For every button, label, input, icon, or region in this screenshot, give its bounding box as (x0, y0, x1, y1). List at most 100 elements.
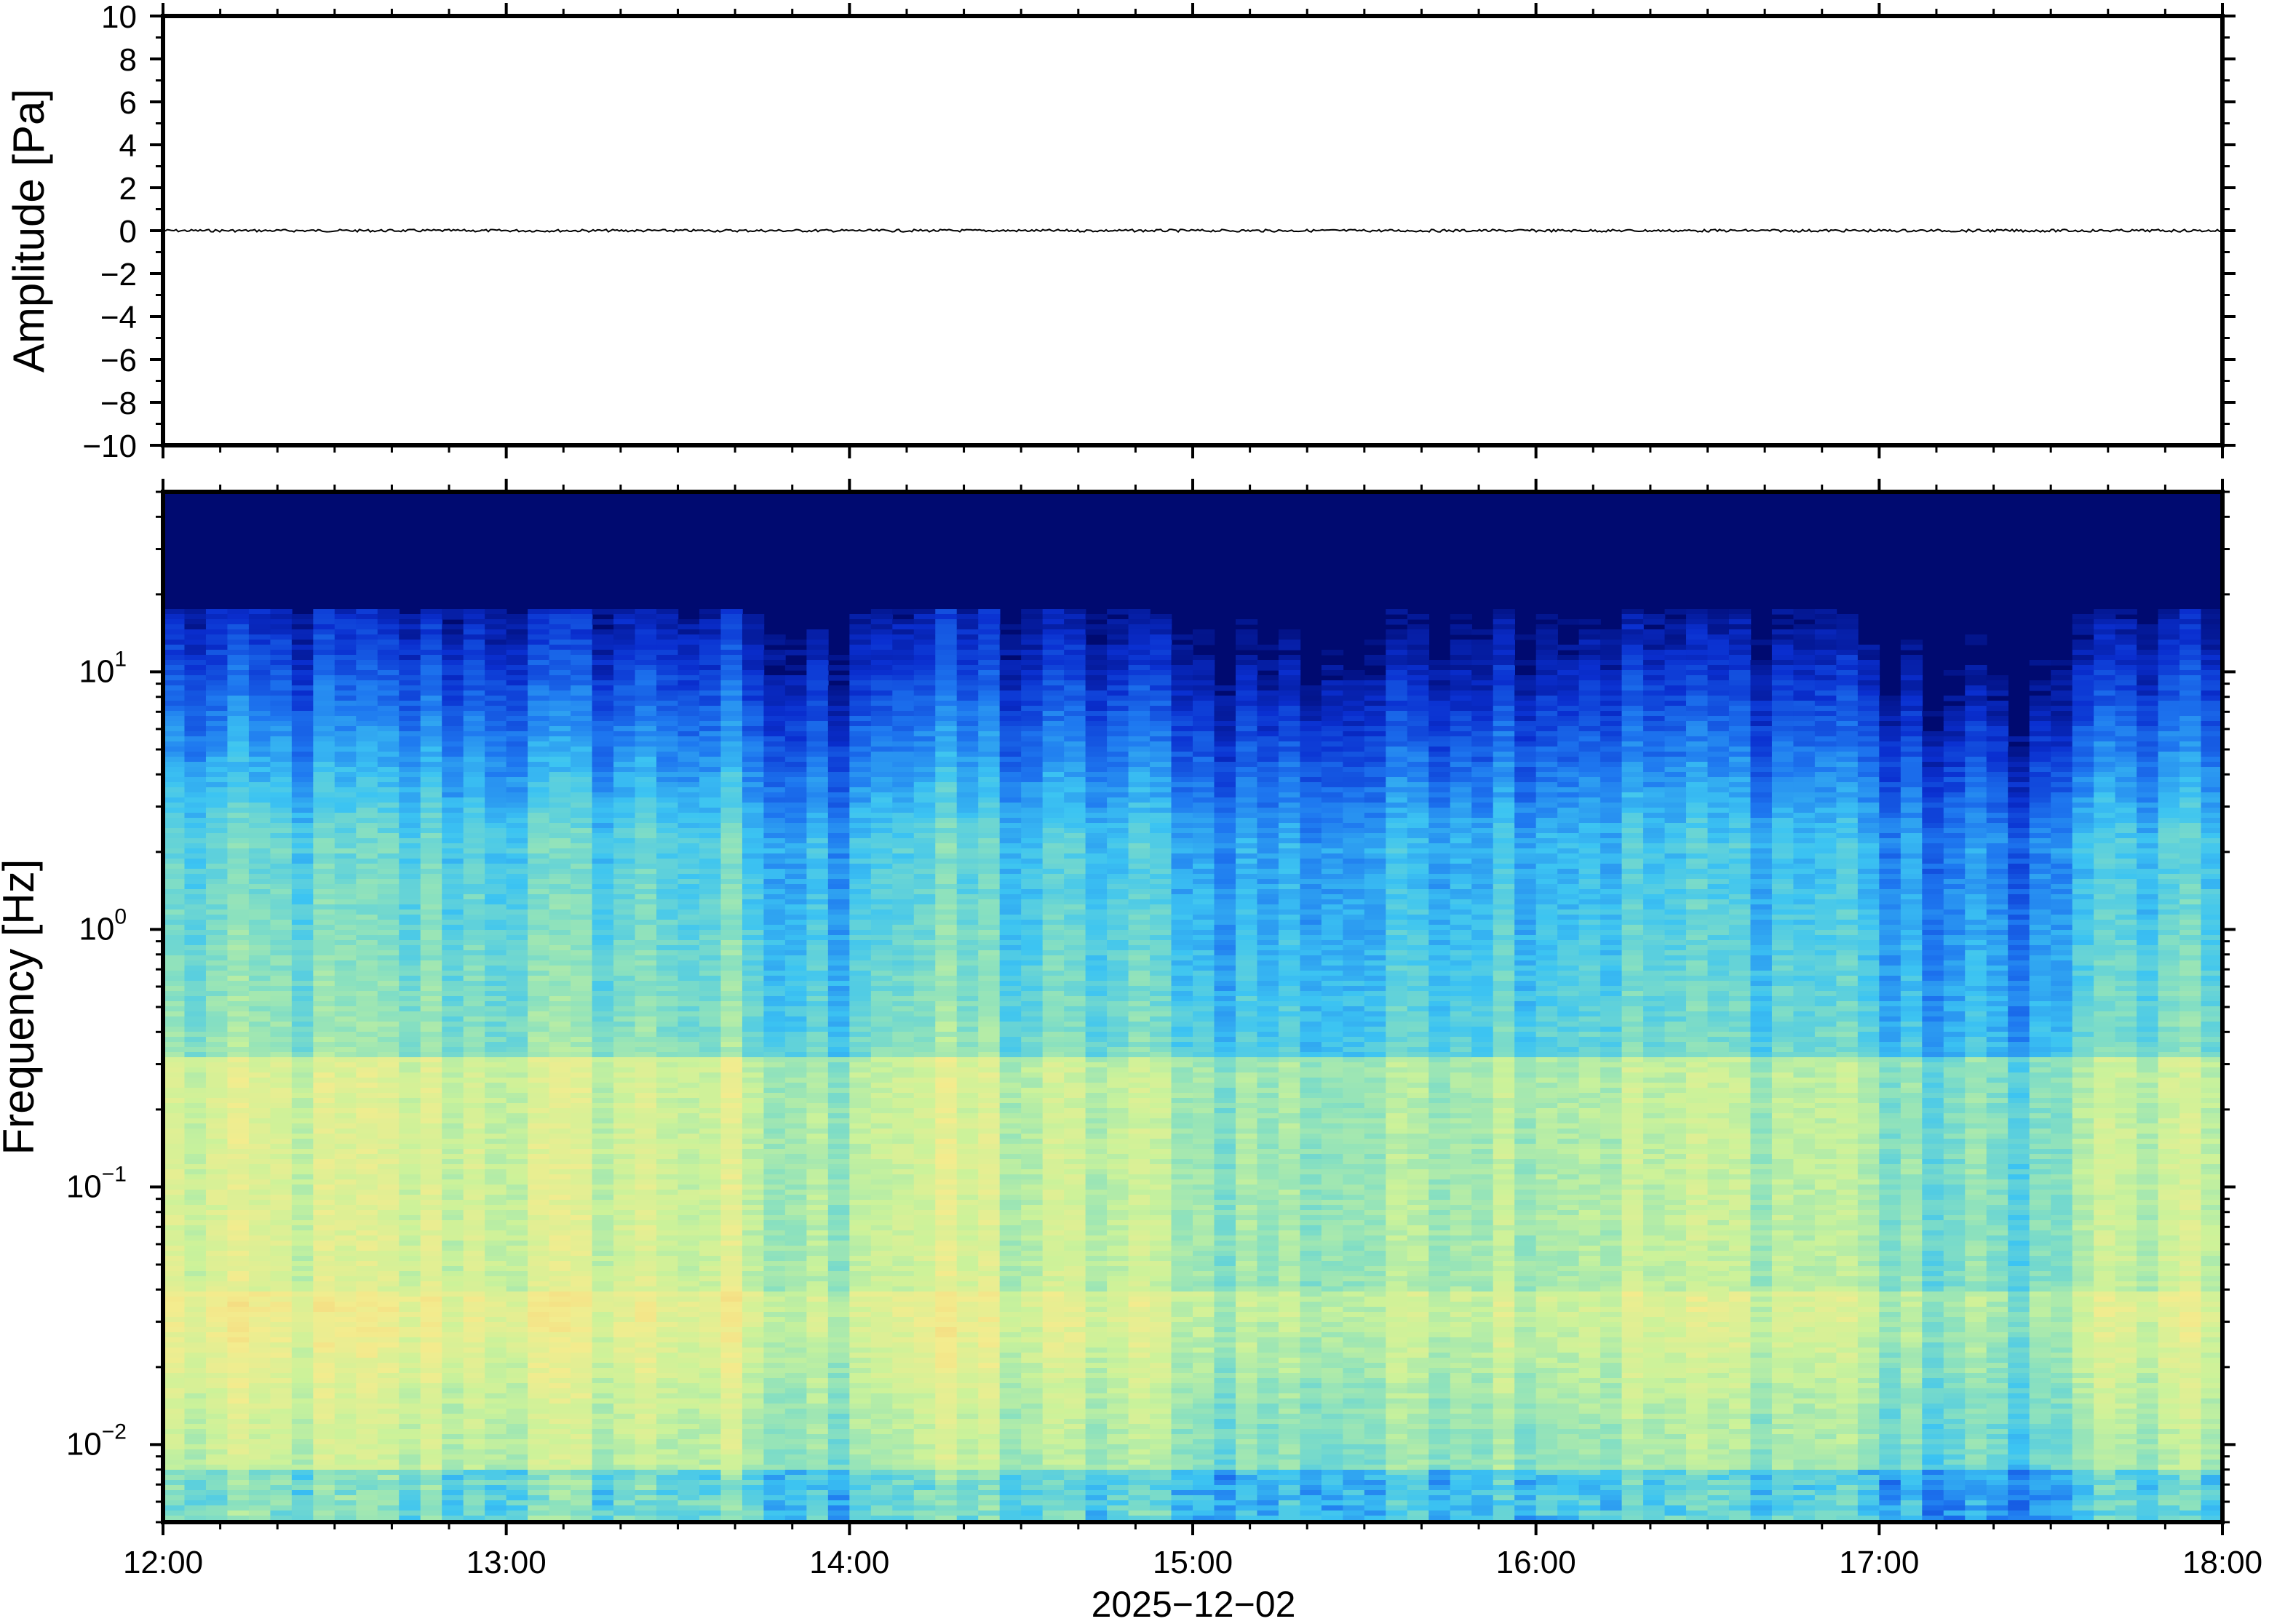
heatmap-cell (399, 680, 421, 686)
heatmap-cell (399, 1444, 421, 1450)
heatmap-cell (227, 701, 250, 706)
heatmap-cell (313, 1174, 335, 1180)
heatmap-cell (227, 884, 250, 890)
heatmap-cell (163, 1348, 186, 1353)
heatmap-cell (656, 1480, 679, 1486)
heatmap-cell (506, 1195, 528, 1201)
heatmap-cell (227, 1388, 250, 1394)
heatmap-cell (677, 640, 700, 645)
heatmap-cell (377, 1322, 400, 1328)
heatmap-cell (592, 1485, 614, 1491)
heatmap-cell (227, 1129, 250, 1134)
heatmap-cell (528, 680, 550, 686)
heatmap-cell (571, 1368, 593, 1374)
heatmap-cell (742, 634, 765, 640)
heatmap-cell (720, 1449, 743, 1455)
heatmap-cell (184, 889, 207, 895)
heatmap-cell (163, 787, 186, 793)
heatmap-cell (485, 655, 507, 661)
heatmap-cell (699, 971, 722, 976)
heatmap-cell (270, 1042, 293, 1048)
heatmap-cell (699, 960, 722, 966)
heatmap-cell (592, 1460, 614, 1465)
heatmap-cell (356, 818, 378, 824)
heatmap-cell (592, 1291, 614, 1297)
heatmap-cell (699, 645, 722, 650)
heatmap-cell (377, 1332, 400, 1338)
heatmap-cell (377, 1047, 400, 1053)
heatmap-cell (549, 915, 571, 920)
heatmap-cell (227, 792, 250, 798)
heatmap-cell (227, 1510, 250, 1516)
heatmap-cell (227, 1093, 250, 1099)
heatmap-cell (420, 904, 443, 910)
heatmap-cell (720, 1072, 743, 1078)
heatmap-cell (399, 660, 421, 666)
heatmap-cell (592, 680, 614, 686)
heatmap-cell (699, 813, 722, 819)
heatmap-cell (291, 1022, 314, 1027)
heatmap-cell (334, 1398, 357, 1404)
heatmap-cell (420, 747, 443, 752)
heatmap-cell (613, 1449, 636, 1455)
heatmap-cell (163, 1256, 186, 1262)
heatmap-cell (528, 1393, 550, 1399)
heatmap-cell (420, 1062, 443, 1068)
heatmap-cell (205, 1225, 229, 1231)
heatmap-cell (699, 1439, 722, 1445)
heatmap-cell (635, 848, 657, 854)
heatmap-cell (506, 1230, 528, 1236)
heatmap-cell (227, 1505, 250, 1511)
heatmap-cell (656, 823, 679, 829)
heatmap-cell (420, 1241, 443, 1246)
heatmap-cell (291, 1006, 314, 1012)
heatmap-cell (528, 747, 550, 752)
heatmap-cell (571, 1185, 593, 1190)
heatmap-cell (334, 634, 357, 640)
heatmap-cell (677, 864, 700, 869)
heatmap-cell (399, 1032, 421, 1038)
heatmap-cell (184, 1001, 207, 1007)
heatmap-cell (334, 777, 357, 783)
heatmap-cell (420, 787, 443, 793)
heatmap-cell (635, 792, 657, 798)
heatmap-cell (356, 1353, 378, 1358)
heatmap-cell (248, 772, 271, 778)
heatmap-cell (699, 701, 722, 706)
heatmap-cell (356, 1312, 378, 1318)
heatmap-cell (677, 1205, 700, 1211)
heatmap-cell (399, 1378, 421, 1384)
heatmap-cell (184, 1083, 207, 1088)
heatmap-cell (463, 955, 485, 961)
heatmap-cell (485, 1006, 507, 1012)
heatmap-cell (506, 1159, 528, 1165)
heatmap-cell (506, 726, 528, 732)
heatmap-cell (248, 1083, 271, 1088)
heatmap-cell (399, 1358, 421, 1364)
heatmap-cell (420, 925, 443, 931)
heatmap-cell (699, 757, 722, 763)
heatmap-cell (656, 838, 679, 844)
heatmap-cell (399, 1118, 421, 1124)
heatmap-cell (334, 614, 357, 620)
heatmap-cell (463, 1088, 485, 1094)
heatmap-cell (356, 685, 378, 691)
heatmap-cell (677, 935, 700, 941)
heatmap-cell (677, 1414, 700, 1420)
heatmap-cell (377, 680, 400, 686)
heatmap-cell (163, 950, 186, 956)
heatmap-cell (635, 966, 657, 971)
heatmap-cell (677, 828, 700, 834)
heatmap-cell (463, 1134, 485, 1139)
heatmap-cell (291, 1470, 314, 1476)
heatmap-cell (528, 1129, 550, 1134)
heatmap-cell (720, 1149, 743, 1155)
heatmap-cell (163, 690, 186, 696)
heatmap-cell (592, 1159, 614, 1165)
heatmap-cell (592, 762, 614, 768)
heatmap-cell (163, 777, 186, 783)
heatmap-cell (205, 1353, 229, 1358)
heatmap-cell (677, 1332, 700, 1338)
heatmap-cell (399, 1083, 421, 1088)
